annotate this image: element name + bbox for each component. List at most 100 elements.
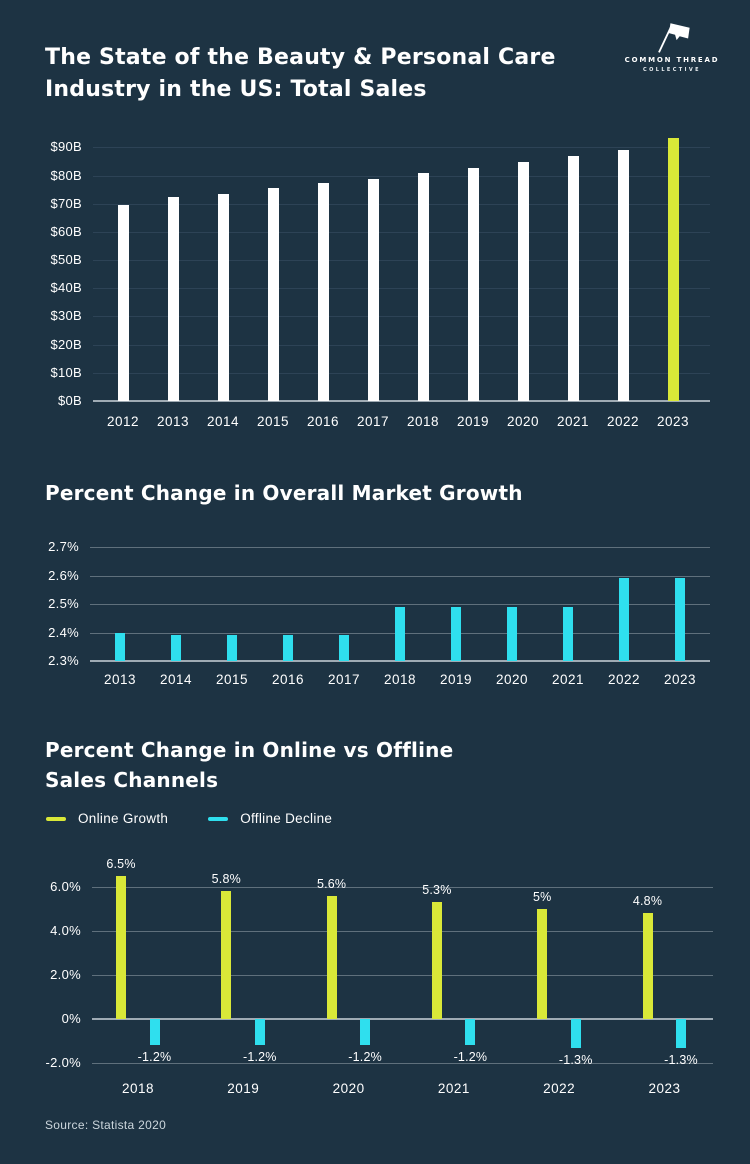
x-tick-label: 2021 [551, 672, 585, 687]
bar-2022 [619, 578, 629, 661]
y-tick-label: 4.0% [50, 922, 81, 938]
bar-2016 [317, 183, 329, 401]
x-tick-label: 2020 [495, 672, 529, 687]
bar-2019 [467, 167, 479, 401]
gridline [92, 930, 713, 932]
bar-2018-offline [149, 1018, 160, 1046]
bar-2012 [117, 204, 129, 401]
x-tick-label: 2018 [121, 1081, 155, 1096]
value-label: 5% [532, 889, 552, 904]
bar-2021 [563, 606, 573, 661]
gridline [93, 175, 710, 177]
x-tick-label: 2012 [106, 414, 140, 429]
y-tick-label: $40B [50, 280, 82, 296]
y-tick-label: 2.0% [50, 966, 81, 982]
bar-2023-online [642, 913, 653, 1019]
channels-chart: 6.5% 5.8% 5.6% 5.3% 5% 4.8% -1.2% -1.2% -1.2% -1.… [45, 857, 725, 1105]
bar-2023 [675, 578, 685, 661]
gridline [93, 231, 710, 233]
value-label: -1.3% [558, 1052, 593, 1067]
x-tick-label: 2017 [356, 414, 390, 429]
x-tick-label: 2019 [227, 1081, 260, 1096]
flag-icon [658, 23, 690, 53]
gridline [90, 575, 710, 577]
bar-2014 [171, 635, 181, 661]
bar-2021 [567, 156, 579, 401]
bar-2014 [217, 193, 229, 401]
bar-2015 [267, 188, 279, 401]
logo-line1: COMMON THREAD [624, 56, 720, 64]
y-tick-label: $50B [50, 252, 82, 268]
y-tick-label: -2.0% [45, 1054, 81, 1070]
y-tick-label: 6.0% [50, 878, 81, 894]
bar-2019-online [221, 891, 232, 1019]
bar-2023-offline [676, 1018, 686, 1048]
axis-baseline [92, 1017, 713, 1020]
bar-2022-online [537, 908, 548, 1019]
legend-label: Online Growth [78, 811, 169, 826]
gridline [93, 260, 710, 262]
gridline [90, 604, 710, 606]
y-tick-label: 2.5% [48, 596, 79, 612]
value-label: 5.3% [422, 883, 452, 898]
y-tick-label: 2.7% [48, 539, 79, 555]
bar-2022-offline [570, 1018, 581, 1048]
x-tick-label: 2015 [215, 672, 249, 687]
online-growth-swatch [46, 816, 66, 821]
gridline [93, 203, 710, 205]
y-tick-label: $30B [50, 308, 82, 324]
x-tick-label: 2018 [383, 672, 417, 687]
y-tick-label: 2.6% [48, 567, 79, 583]
offline-decline-swatch [208, 816, 229, 821]
gridline [90, 547, 710, 549]
market-growth-title: Percent Change in Overall Market Growth [45, 481, 523, 505]
x-tick-label: 2020 [332, 1081, 365, 1096]
y-tick-label: 0% [61, 1010, 81, 1026]
y-tick-label: $90B [50, 139, 82, 155]
axis-baseline [93, 400, 710, 402]
x-tick-label: 2021 [556, 414, 590, 429]
channels-title: Percent Change in Online vs Offline Sale… [45, 738, 454, 792]
market-growth-chart: 2013 2014 2015 2016 2017 2018 2019 2020 2021 2022… [45, 539, 725, 700]
y-tick-label: $10B [50, 364, 82, 380]
x-tick-label: 2019 [439, 672, 473, 687]
x-tick-label: 2022 [607, 672, 641, 687]
value-label: 5.8% [211, 872, 241, 887]
value-label: -1.2% [242, 1050, 277, 1065]
source-note: Source: Statista 2020 [45, 1118, 167, 1132]
bar-2019-offline [254, 1018, 265, 1046]
y-tick-label: 2.3% [48, 653, 79, 668]
axis-baseline [90, 660, 710, 662]
gridline [93, 147, 710, 149]
bar-2020-offline [360, 1018, 371, 1046]
legend-item-online-growth: Online Growth [46, 811, 168, 826]
x-tick-label: 2022 [606, 414, 640, 429]
value-label: -1.2% [453, 1050, 488, 1065]
x-tick-label: 2013 [156, 414, 190, 429]
y-tick-label: $0B [57, 393, 82, 408]
x-tick-label: 2016 [306, 414, 340, 429]
chart-legend: Online Growth Offline Decline [46, 811, 332, 826]
x-tick-label: 2023 [648, 1081, 681, 1096]
x-tick-label: 2016 [271, 672, 305, 687]
x-tick-label: 2021 [437, 1081, 470, 1096]
y-tick-label: $20B [50, 336, 82, 352]
bar-2020 [517, 161, 529, 401]
bar-2018 [395, 606, 405, 661]
gridline [93, 288, 710, 290]
bar-2017 [339, 635, 349, 661]
bar-2016 [283, 635, 293, 661]
y-tick-label: 2.4% [48, 624, 79, 640]
total-sales-chart: 2012 2013 2014 2015 2016 2017 2018 2019 2020 2021… [45, 135, 725, 435]
x-tick-label: 2018 [406, 414, 440, 429]
legend-label: Offline Decline [240, 811, 333, 826]
value-label: -1.2% [137, 1050, 172, 1065]
x-tick-label: 2015 [256, 414, 290, 429]
plot-area: 2012 2013 2014 2015 2016 2017 2018 2019 2020 2021… [93, 135, 710, 429]
gridline [92, 886, 713, 888]
bar-2021-online [431, 902, 442, 1019]
gridline [93, 372, 710, 374]
y-tick-label: $60B [50, 223, 82, 239]
bar-2021-offline [465, 1018, 476, 1046]
bar-2013 [167, 197, 179, 401]
